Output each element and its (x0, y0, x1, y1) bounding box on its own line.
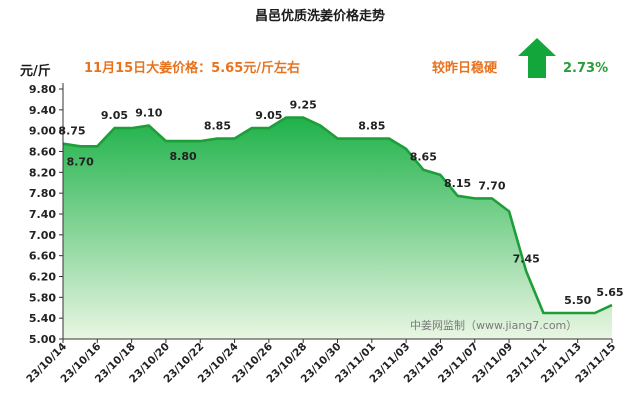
data-label: 9.05 (255, 109, 282, 122)
change-label: 较昨日稳硬 (432, 60, 498, 76)
y-tick-label: 9.40 (29, 104, 56, 117)
chart-axes (62, 83, 612, 340)
data-label: 9.10 (135, 106, 162, 119)
y-tick-label: 6.60 (29, 250, 56, 263)
price-series-line (62, 116, 613, 315)
data-label: 8.75 (58, 125, 85, 138)
y-tick-label: 9.00 (29, 125, 56, 138)
data-label: 5.50 (564, 294, 591, 307)
y-axis-ticks: 5.00 5.40 5.80 6.20 6.60 7.00 7.40 7.80 8.20 8.60… (29, 83, 63, 346)
data-label: 9.05 (101, 109, 128, 122)
y-tick-label: 8.60 (29, 146, 56, 159)
y-tick-label: 7.00 (29, 229, 56, 242)
y-tick-label: 9.80 (29, 83, 56, 96)
chart-title: 昌邑优质洗姜价格走势 (255, 8, 385, 24)
y-tick-label: 5.80 (29, 291, 56, 304)
y-tick-label: 8.20 (29, 166, 56, 179)
data-label: 8.15 (444, 177, 471, 190)
data-label: 8.65 (410, 151, 437, 164)
data-labels: 8.75 8.70 9.05 9.10 8.80 8.85 9.05 9.25 8.85 8.65… (58, 99, 623, 307)
price-note: 11月15日大姜价格：5.65元/斤左右 (84, 60, 300, 76)
data-label: 7.70 (478, 179, 505, 192)
y-tick-label: 7.80 (29, 187, 56, 200)
x-axis-ticks: 23/10/1423/10/1623/10/1823/10/2023/10/22… (24, 339, 618, 386)
y-unit-label: 元/斤 (20, 63, 51, 79)
y-tick-label: 6.20 (29, 271, 56, 284)
data-label: 8.80 (170, 150, 197, 163)
y-tick-label: 5.00 (29, 333, 56, 346)
data-label: 8.85 (204, 119, 231, 132)
area-fill (63, 117, 612, 339)
data-label: 7.45 (513, 252, 540, 265)
up-arrow-icon (518, 38, 556, 78)
y-tick-label: 5.40 (29, 312, 56, 325)
y-tick-label: 7.40 (29, 208, 56, 221)
data-label: 9.25 (290, 99, 317, 112)
data-label: 8.85 (358, 119, 385, 132)
data-label: 5.65 (596, 286, 623, 299)
watermark: 中姜网监制（www.jiang7.com） (410, 318, 577, 332)
change-value: 2.73% (563, 61, 608, 76)
data-label: 8.70 (67, 155, 94, 168)
